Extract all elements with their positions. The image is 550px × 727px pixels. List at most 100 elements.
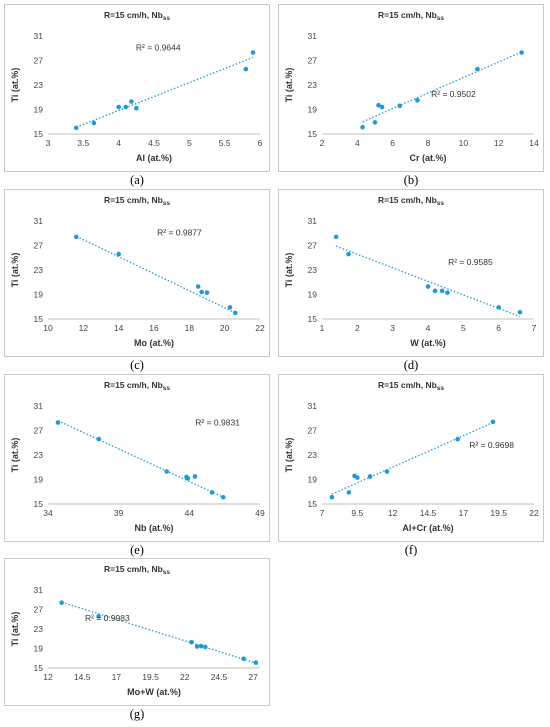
data-point bbox=[189, 639, 194, 645]
y-tick-label: 23 bbox=[34, 265, 44, 275]
x-tick-label: 3 bbox=[390, 323, 395, 333]
x-tick-label: 16 bbox=[149, 323, 159, 333]
x-tick-label: 22 bbox=[255, 323, 265, 333]
panel-frame bbox=[4, 374, 270, 542]
y-tick-label: 19 bbox=[308, 105, 318, 115]
data-point bbox=[116, 104, 121, 110]
data-point bbox=[329, 494, 335, 500]
chart-title: R=15 cm/h, Nbss bbox=[378, 10, 444, 22]
trendline bbox=[362, 51, 522, 123]
x-tick-label: 6 bbox=[496, 323, 501, 333]
y-tick-label: 27 bbox=[34, 605, 44, 615]
caption-d: (d) bbox=[403, 358, 419, 372]
y-tick-label: 31 bbox=[34, 401, 44, 411]
panel-frame bbox=[278, 4, 544, 172]
r-squared-label: R² = 0.9644 bbox=[136, 43, 181, 53]
y-tick-label: 15 bbox=[34, 499, 44, 509]
y-tick-label: 31 bbox=[34, 585, 44, 595]
data-point bbox=[346, 490, 352, 495]
y-tick-label: 19 bbox=[34, 290, 44, 300]
x-axis-label: Al (at.%) bbox=[136, 153, 172, 163]
x-tick-label: 39 bbox=[114, 508, 124, 518]
data-point bbox=[198, 643, 204, 649]
x-axis-label: Cr (at.%) bbox=[409, 153, 446, 163]
data-point bbox=[194, 644, 200, 649]
x-tick-label: 5 bbox=[187, 138, 192, 148]
caption-c: (c) bbox=[130, 358, 144, 372]
data-point bbox=[91, 120, 97, 126]
chart-title: R=15 cm/h, Nbss bbox=[104, 195, 170, 207]
y-axis-label: Ti (at.%) bbox=[10, 68, 20, 103]
data-point bbox=[455, 436, 460, 442]
y-tick-label: 31 bbox=[308, 216, 318, 226]
x-tick-label: 49 bbox=[255, 508, 265, 518]
x-tick-label: 14.5 bbox=[74, 672, 91, 682]
x-tick-label: 8 bbox=[426, 138, 431, 148]
data-point bbox=[202, 644, 208, 650]
y-axis-label: Ti (at.%) bbox=[10, 438, 20, 473]
y-axis-label: Ti (at.%) bbox=[10, 253, 20, 288]
x-tick-label: 44 bbox=[185, 508, 195, 518]
data-point bbox=[432, 288, 438, 294]
x-tick-label: 3.5 bbox=[77, 138, 89, 148]
data-point bbox=[372, 120, 378, 125]
y-tick-label: 15 bbox=[308, 129, 318, 139]
y-tick-label: 23 bbox=[34, 450, 44, 460]
x-tick-label: 4 bbox=[355, 138, 360, 148]
data-point bbox=[346, 251, 351, 257]
chart-title-subscript: ss bbox=[163, 385, 171, 392]
chart-panel-g: R=15 cm/h, Nbss 15 19 23 27 31 12 14.5 17 19.5 22 2… bbox=[4, 558, 270, 706]
chart-panel-a: R=15 cm/h, Nbss 15 19 23 27 31 3 3.5 4 4.5 5 5.5 6 Al… bbox=[4, 4, 270, 172]
chart-panel-e: R=15 cm/h, Nbss 15 19 23 27 31 34 39 44 49 Nb (at.… bbox=[4, 374, 270, 542]
trendline bbox=[335, 245, 521, 318]
data-point bbox=[204, 290, 210, 295]
r-squared-label: R² = 0.9585 bbox=[448, 257, 493, 267]
chart-title: R=15 cm/h, Nbss bbox=[104, 564, 170, 576]
trendline bbox=[331, 421, 494, 495]
x-tick-label: 4.5 bbox=[148, 138, 160, 148]
r-squared-label: R² = 0.9831 bbox=[195, 418, 240, 428]
data-point bbox=[439, 288, 445, 294]
x-tick-label: 12 bbox=[388, 508, 398, 518]
x-tick-label: 17 bbox=[459, 508, 469, 518]
x-tick-label: 12 bbox=[79, 323, 89, 333]
x-tick-label: 19.5 bbox=[490, 508, 507, 518]
data-point bbox=[415, 98, 420, 103]
x-tick-label: 4 bbox=[426, 323, 431, 333]
trendline bbox=[61, 601, 257, 664]
panel-frame bbox=[278, 374, 544, 542]
y-tick-label: 27 bbox=[34, 426, 44, 436]
chart-title: R=15 cm/h, Nbss bbox=[104, 10, 170, 22]
data-point bbox=[123, 104, 129, 110]
data-point bbox=[475, 66, 480, 72]
x-tick-label: 7 bbox=[532, 323, 537, 333]
data-point bbox=[445, 290, 450, 295]
r-squared-label: R² = 0.9502 bbox=[431, 89, 476, 99]
data-point bbox=[253, 660, 259, 665]
data-point bbox=[243, 66, 249, 72]
data-point bbox=[192, 474, 198, 479]
chart-panel-d: R=15 cm/h, Nbss 15 19 23 27 31 1 2 3 4 5 6 7 W (at.%)… bbox=[278, 189, 544, 357]
data-point bbox=[164, 469, 170, 474]
data-point bbox=[195, 284, 201, 289]
x-tick-label: 22 bbox=[180, 672, 190, 682]
caption-e: (e) bbox=[130, 543, 144, 557]
data-point bbox=[384, 469, 390, 474]
x-axis-label: Nb (at.%) bbox=[135, 523, 174, 533]
data-point bbox=[96, 614, 101, 619]
y-tick-label: 19 bbox=[34, 105, 44, 115]
data-point bbox=[199, 289, 204, 295]
data-point bbox=[209, 490, 215, 495]
y-tick-label: 19 bbox=[34, 644, 44, 654]
data-point bbox=[360, 124, 365, 130]
y-tick-label: 23 bbox=[308, 80, 318, 90]
data-point bbox=[367, 474, 373, 479]
y-tick-label: 27 bbox=[308, 426, 318, 436]
trendline bbox=[76, 56, 254, 128]
y-tick-label: 15 bbox=[34, 314, 44, 324]
chart-title-subscript: ss bbox=[163, 569, 171, 576]
x-tick-label: 19.5 bbox=[142, 672, 159, 682]
chart-title-subscript: ss bbox=[163, 200, 171, 207]
caption-a: (a) bbox=[130, 173, 144, 187]
